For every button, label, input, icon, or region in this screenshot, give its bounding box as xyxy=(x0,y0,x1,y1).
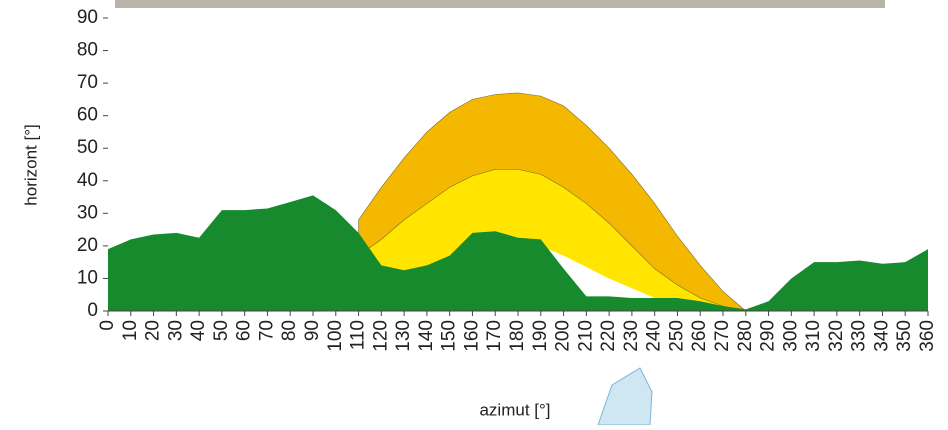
map-icon xyxy=(597,367,653,426)
x-tick-label: 100 xyxy=(325,320,346,352)
y-tick-label: 70 xyxy=(77,72,98,93)
y-tick-label: 20 xyxy=(77,235,98,256)
x-tick-label: 140 xyxy=(416,320,437,352)
x-tick-label: 360 xyxy=(917,320,938,352)
x-tick-label: 70 xyxy=(256,320,277,341)
x-tick-label: 130 xyxy=(393,320,414,352)
x-tick-label: 350 xyxy=(894,320,915,352)
y-tick-label: 10 xyxy=(77,267,98,288)
x-tick-label: 240 xyxy=(644,320,665,352)
x-tick-label: 330 xyxy=(849,320,870,352)
x-tick-label: 80 xyxy=(279,320,300,341)
x-tick-label: 300 xyxy=(780,320,801,352)
x-tick-label: 290 xyxy=(758,320,779,352)
x-tick-label: 40 xyxy=(188,320,209,341)
x-tick-label: 270 xyxy=(712,320,733,352)
y-tick-label: 80 xyxy=(77,40,98,61)
x-tick-label: 10 xyxy=(120,320,141,341)
x-tick-label: 210 xyxy=(575,320,596,352)
x-tick-label: 320 xyxy=(826,320,847,352)
x-tick-label: 30 xyxy=(165,320,186,341)
x-tick-label: 250 xyxy=(666,320,687,352)
x-tick-label: 280 xyxy=(735,320,756,352)
x-tick-label: 170 xyxy=(484,320,505,352)
y-tick-label: 40 xyxy=(77,170,98,191)
y-axis-label: horizont [°] xyxy=(21,124,40,205)
y-tick-label: 50 xyxy=(77,137,98,158)
x-tick-label: 150 xyxy=(439,320,460,352)
x-tick-label: 120 xyxy=(370,320,391,352)
area xyxy=(108,195,928,311)
x-tick-label: 20 xyxy=(143,320,164,341)
x-tick-label: 340 xyxy=(871,320,892,352)
x-tick-label: 160 xyxy=(461,320,482,352)
x-tick-label: 0 xyxy=(97,320,118,331)
y-tick-label: 30 xyxy=(77,202,98,223)
x-tick-label: 220 xyxy=(598,320,619,352)
x-axis-label: azimut [°] xyxy=(479,400,550,419)
x-tick-label: 110 xyxy=(348,320,369,350)
x-tick-label: 60 xyxy=(234,320,255,341)
y-tick-label: 60 xyxy=(77,105,98,126)
y-tick-label: 0 xyxy=(87,300,98,321)
x-tick-label: 260 xyxy=(689,320,710,352)
x-tick-label: 180 xyxy=(507,320,528,352)
x-tick-label: 200 xyxy=(553,320,574,352)
x-tick-label: 310 xyxy=(803,320,824,352)
x-tick-label: 190 xyxy=(530,320,551,352)
x-tick-label: 90 xyxy=(302,320,323,341)
x-tick-label: 230 xyxy=(621,320,642,352)
x-tick-label: 50 xyxy=(211,320,232,341)
y-tick-label: 90 xyxy=(77,7,98,28)
photo-strip xyxy=(115,0,885,8)
